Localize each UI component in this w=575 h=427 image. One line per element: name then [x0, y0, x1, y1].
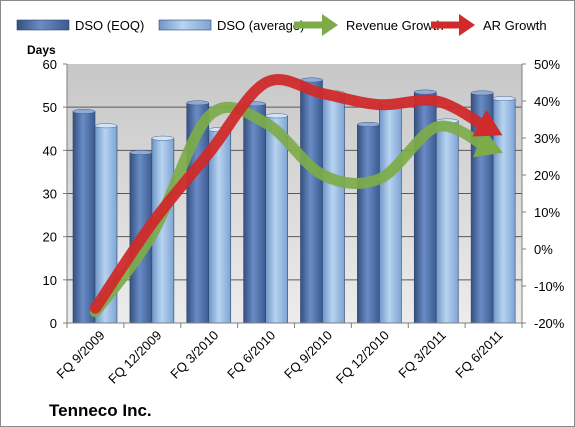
- bar-cap: [186, 100, 209, 106]
- x-tick-label: FQ 3/2011: [395, 328, 448, 381]
- revenue-growth-line: [89, 101, 490, 318]
- legend-swatch-arrowhead: [322, 14, 338, 36]
- y2-tick-label: -10%: [534, 279, 565, 294]
- bar-cap: [492, 96, 516, 101]
- revenue-growth-point: [378, 177, 382, 181]
- y-tick-label: 0: [50, 316, 57, 331]
- bar-cap: [470, 90, 494, 96]
- y2-tick-label: 50%: [534, 57, 560, 72]
- bar-cap: [151, 135, 175, 141]
- bar-dso-average: [322, 92, 345, 324]
- y-tick-label: 60: [43, 57, 57, 72]
- x-tick-label: FQ 9/2009: [54, 328, 108, 382]
- y-tick-label: 40: [43, 143, 57, 158]
- y-tick-label: 30: [43, 187, 57, 202]
- legend-label: Revenue Growth: [346, 18, 444, 33]
- bar-cap: [357, 122, 380, 127]
- ar-growth-point: [207, 151, 211, 155]
- y2-tick-label: -20%: [534, 316, 565, 331]
- bar-dso-average: [265, 115, 288, 324]
- bar-cap: [129, 150, 153, 155]
- bar-cap: [72, 109, 96, 114]
- x-tick-label: FQ 9/2010: [281, 328, 335, 382]
- bar-dso-average: [379, 102, 402, 324]
- legend-label: DSO (EOQ): [75, 18, 144, 33]
- chart-title: Tenneco Inc.: [49, 401, 152, 420]
- y-tick-label: 20: [43, 230, 57, 245]
- revenue-growth-point: [207, 114, 211, 118]
- ar-growth-point: [150, 221, 154, 225]
- y-tick-label: 50: [43, 100, 57, 115]
- revenue-growth-point: [435, 125, 439, 129]
- bar-dso-eoq: [72, 111, 96, 324]
- legend-swatch: [158, 19, 212, 31]
- y2-tick-label: 40%: [534, 94, 560, 109]
- bar-cap: [414, 89, 437, 95]
- x-tick-label: FQ 6/2011: [452, 328, 505, 381]
- bar-dso-average: [208, 129, 232, 324]
- growth-arrow-layer: [89, 74, 503, 318]
- legend: DSO (EOQ) DSO (average) Revenue Growth AR G…: [16, 14, 547, 36]
- y-axis-label: Days: [27, 43, 56, 57]
- revenue-growth-arrowhead: [473, 129, 503, 158]
- x-tick-label: FQ 12/2010: [333, 328, 392, 387]
- legend-swatch-arrowhead: [459, 14, 475, 36]
- x-tick-label: FQ 12/2009: [105, 328, 164, 387]
- revenue-growth-point: [264, 121, 268, 125]
- bar-dso-eoq: [300, 79, 323, 324]
- ar-growth-point: [264, 81, 268, 84]
- bar-dso-average: [435, 120, 459, 324]
- legend-label: DSO (average): [217, 18, 304, 33]
- ar-growth-point: [93, 306, 97, 310]
- revenue-growth-point: [321, 173, 325, 177]
- bar-dso-eoq: [357, 124, 380, 324]
- bar-dso-eoq: [243, 103, 266, 324]
- bar-cap: [265, 113, 288, 119]
- bar-cap: [94, 123, 118, 129]
- y2-tick-label: 30%: [534, 131, 560, 146]
- y2-tick-label: 10%: [534, 205, 560, 220]
- ar-growth-point: [321, 92, 325, 96]
- x-tick-label: FQ 3/2010: [167, 328, 221, 382]
- legend-swatch: [16, 19, 70, 31]
- y2-tick-label: 20%: [534, 168, 560, 183]
- ar-growth-point: [435, 99, 439, 103]
- y-tick-label: 10: [43, 273, 57, 288]
- ar-growth-arrowhead: [472, 109, 503, 137]
- ar-growth-point: [378, 103, 382, 107]
- legend-label: AR Growth: [483, 18, 547, 33]
- x-tick-label: FQ 6/2010: [224, 328, 278, 382]
- y2-tick-label: 0%: [534, 242, 553, 257]
